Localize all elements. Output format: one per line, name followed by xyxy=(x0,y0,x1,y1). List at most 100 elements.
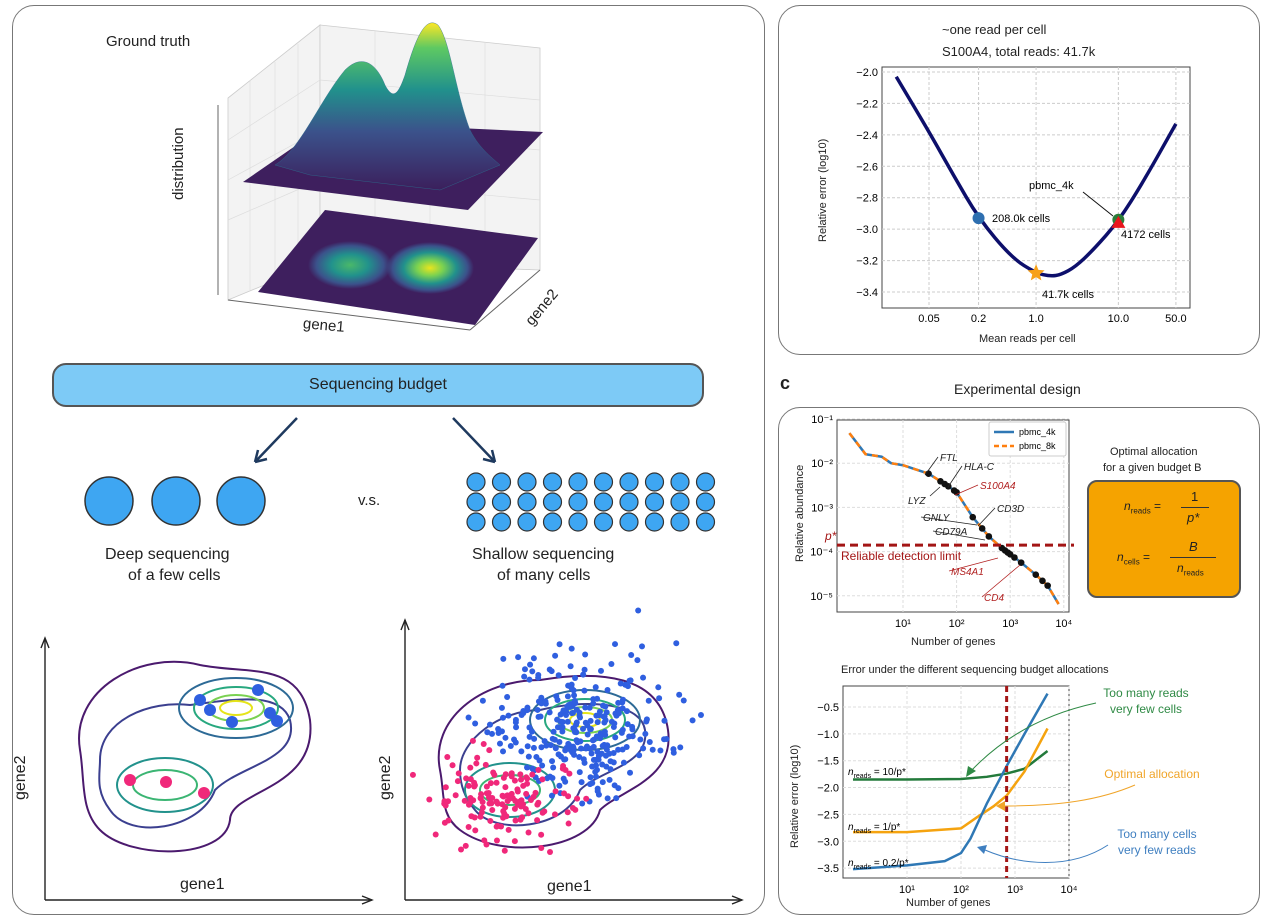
scatter-point-blue xyxy=(525,753,532,760)
gene-label-GNLY: GNLY xyxy=(923,513,951,524)
scatter-point-blue xyxy=(643,716,650,723)
scatter-point-blue xyxy=(627,769,634,776)
marker-label: 4172 cells xyxy=(1121,229,1171,241)
scatter-point-blue xyxy=(488,730,495,737)
scatter-point-blue xyxy=(580,671,587,678)
annotation-arrow xyxy=(1082,191,1114,217)
scatter-point-blue xyxy=(689,717,696,724)
gene-label-CD79A: CD79A xyxy=(935,527,968,538)
scatter-point-pink xyxy=(432,831,439,838)
scatter-point-pink xyxy=(504,798,511,805)
chart1-title: ~one read per cell xyxy=(942,22,1047,37)
scatter-point-pink xyxy=(505,826,512,833)
scatter-point-blue xyxy=(586,704,593,711)
y-tick-label: −2.6 xyxy=(856,161,878,173)
cell xyxy=(695,472,716,492)
x-tick-label: 10.0 xyxy=(1108,313,1129,325)
scatter-point-blue xyxy=(602,731,609,738)
arrowhead-blue-icon xyxy=(977,845,987,854)
annotation-too-many-cells-2: very few reads xyxy=(1118,843,1196,857)
scatter-point-blue xyxy=(500,655,507,662)
scatter-point-pink xyxy=(469,737,476,744)
scatter-point-blue xyxy=(610,749,617,756)
scatter-point-blue xyxy=(640,745,647,752)
scatter-point-blue xyxy=(646,738,653,745)
scatter-point-blue xyxy=(629,733,636,740)
scatter-point-blue xyxy=(673,640,680,647)
annotation-arrow-green xyxy=(969,702,1097,773)
y-tick-label: 10⁻¹ xyxy=(811,414,833,426)
gene-label-MS4A1: MS4A1 xyxy=(951,567,984,578)
vs-label: v.s. xyxy=(358,492,381,509)
cell xyxy=(670,492,690,512)
scatter-point-pink xyxy=(477,794,484,801)
scatter-point-blue xyxy=(576,709,583,716)
x-tick-label: 0.05 xyxy=(918,313,939,325)
scatter-point-blue xyxy=(599,742,606,749)
scatter-point-blue xyxy=(520,708,527,715)
scatter-point-blue xyxy=(645,697,652,704)
optimal-title-1: Optimal allocation xyxy=(1110,446,1198,458)
scatter-point-blue xyxy=(611,720,618,727)
scatter-point-blue xyxy=(661,736,668,743)
scatter-point-blue xyxy=(657,747,664,754)
scatter-point-blue xyxy=(600,702,607,709)
scatter-point-blue xyxy=(556,782,563,789)
scatter-point-blue xyxy=(637,736,644,743)
p-star-label: p* xyxy=(824,529,837,543)
y-tick-label: −3.0 xyxy=(817,836,839,848)
scatter-point-blue xyxy=(547,742,554,749)
scatter-point-pink xyxy=(454,778,461,785)
scatter-point-blue xyxy=(619,699,626,706)
scatter-point-pink xyxy=(482,761,489,768)
scatter-point-blue xyxy=(589,737,596,744)
scatter-point-pink xyxy=(493,779,500,786)
scatter-point-pink xyxy=(481,837,488,844)
scatter-point-pink xyxy=(480,740,487,747)
scatter-point-pink xyxy=(523,790,530,797)
x-tick-label: 0.2 xyxy=(971,313,986,325)
cell xyxy=(568,472,588,492)
top-right-panel xyxy=(778,5,1260,355)
y-tick-label: −3.4 xyxy=(856,287,878,299)
gene-dot xyxy=(1044,582,1051,589)
y-tick-label: −2.0 xyxy=(856,67,878,79)
cell xyxy=(542,492,563,512)
x-tick-label: 10² xyxy=(953,884,969,896)
scatter-point-pink xyxy=(487,817,494,824)
cell xyxy=(491,492,512,512)
gene-leader-line xyxy=(920,516,978,526)
scatter-point-blue xyxy=(555,672,562,679)
cell xyxy=(517,472,537,492)
x-tick-label: 10³ xyxy=(1007,884,1023,896)
cell xyxy=(670,512,690,532)
scatter-point-blue xyxy=(528,728,535,735)
legend: pbmc_4k pbmc_8k xyxy=(988,421,1067,457)
scatter-point-blue xyxy=(570,687,577,694)
scatter-point-pink xyxy=(502,784,509,791)
scatter-point-pink xyxy=(467,776,474,783)
plot-frame xyxy=(836,419,1070,613)
gene-leader-line xyxy=(948,557,999,572)
scatter-point-blue xyxy=(578,745,585,752)
scatter-point-blue xyxy=(579,800,586,807)
scatter-point-pink xyxy=(525,810,532,817)
detection-limit-label: Reliable detection limit xyxy=(841,549,962,563)
y-tick-label: −3.2 xyxy=(856,256,878,268)
scatter-point-blue xyxy=(541,738,548,745)
scatter-point-blue xyxy=(535,674,542,681)
formula-numerator-1: 1 xyxy=(1191,489,1199,504)
scatter-point-blue xyxy=(697,711,704,718)
scatter-point-blue xyxy=(524,704,531,711)
scatter-point-blue xyxy=(486,721,493,728)
scatter-point-blue xyxy=(512,739,519,746)
scatter-point-blue xyxy=(578,779,585,786)
x-tick-label: 10⁴ xyxy=(1055,618,1072,630)
scatter-point-blue xyxy=(557,711,564,718)
scatter-point-blue xyxy=(601,719,608,726)
chart2-xlabel: Number of genes xyxy=(911,636,996,648)
scatter-point-blue xyxy=(571,751,578,758)
scatter-point-blue xyxy=(549,735,556,742)
scatter-point-blue xyxy=(589,763,596,770)
